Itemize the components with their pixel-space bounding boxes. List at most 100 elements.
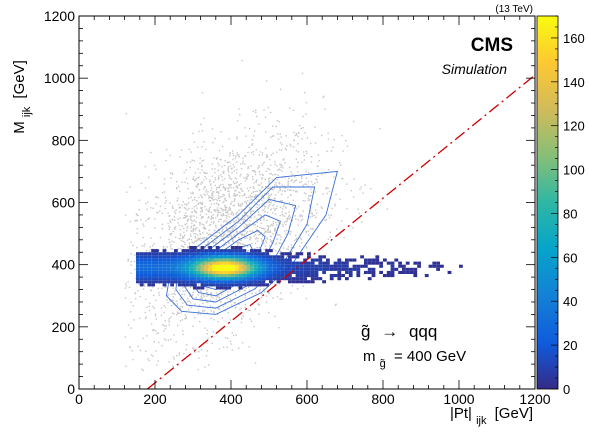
- heatmap-cell: [212, 283, 216, 287]
- scatter-point: [228, 231, 230, 233]
- heatmap-cell: [284, 252, 288, 256]
- scatter-point: [179, 298, 181, 301]
- scatter-point: [211, 175, 214, 177]
- scatter-point: [259, 151, 262, 153]
- heatmap-cell: [314, 258, 319, 262]
- scatter-point: [143, 225, 145, 227]
- scatter-point: [223, 172, 225, 175]
- heatmap-cell: [356, 267, 361, 271]
- scatter-point: [169, 202, 171, 204]
- scatter-point: [228, 242, 230, 244]
- heatmap-cell: [196, 286, 201, 290]
- scatter-point: [208, 209, 210, 212]
- scatter-point: [225, 220, 227, 222]
- heatmap-cell: [345, 277, 349, 281]
- heatmap-cell: [303, 274, 307, 278]
- scatter-point: [281, 213, 283, 215]
- scatter-point: [215, 298, 218, 300]
- scatter-point: [227, 169, 229, 171]
- scatter-point: [150, 207, 152, 209]
- heatmap-cell: [189, 255, 193, 259]
- heatmap-cell: [345, 261, 349, 265]
- scatter-point: [146, 335, 148, 337]
- heatmap-cell: [212, 255, 216, 259]
- scatter-point: [215, 226, 217, 229]
- heatmap-cell: [147, 261, 152, 265]
- scatter-point: [288, 215, 290, 218]
- scatter-point: [219, 211, 222, 214]
- heatmap-cell: [257, 252, 262, 256]
- scatter-point: [290, 246, 293, 249]
- scatter-point: [127, 324, 130, 326]
- heatmap-cell: [219, 277, 224, 281]
- scatter-point: [253, 235, 256, 237]
- scatter-point: [216, 207, 219, 209]
- heatmap-cell: [189, 274, 193, 278]
- heatmap-cell: [390, 270, 395, 274]
- heatmap-cell: [242, 267, 247, 271]
- heatmap-cell: [250, 280, 254, 284]
- scatter-point: [334, 304, 336, 306]
- scatter-point: [305, 246, 308, 248]
- scatter-point: [194, 351, 196, 353]
- scatter-point: [255, 195, 257, 197]
- scatter-point: [132, 305, 134, 307]
- scatter-point: [132, 244, 134, 247]
- scatter-point: [290, 292, 292, 294]
- scatter-point: [259, 214, 261, 216]
- scatter-point: [214, 172, 216, 174]
- scatter-point: [335, 193, 337, 196]
- scatter-point: [228, 183, 230, 186]
- scatter-point: [170, 234, 172, 236]
- scatter-point: [246, 250, 249, 252]
- scatter-point: [198, 310, 200, 313]
- scatter-point: [287, 184, 289, 186]
- scatter-point: [299, 245, 301, 247]
- scatter-point: [270, 201, 272, 204]
- heatmap-cell: [291, 270, 296, 274]
- heatmap-cell: [253, 252, 258, 256]
- heatmap-cell: [337, 277, 342, 281]
- scatter-point: [229, 227, 232, 230]
- heatmap-cell: [269, 280, 273, 284]
- scatter-point: [244, 304, 247, 306]
- scatter-point: [199, 237, 202, 240]
- scatter-point: [173, 358, 175, 360]
- scatter-point: [220, 224, 222, 226]
- scatter-point: [277, 169, 279, 171]
- heatmap-cell: [341, 274, 345, 278]
- scatter-point: [146, 306, 148, 308]
- scatter-point: [182, 236, 184, 238]
- scatter-point: [198, 304, 201, 307]
- scatter-point: [228, 191, 230, 193]
- scatter-point: [223, 164, 226, 167]
- scatter-point: [239, 222, 241, 225]
- scatter-point: [231, 227, 233, 229]
- scatter-point: [333, 139, 335, 141]
- heatmap-cell: [181, 267, 186, 271]
- scatter-point: [208, 243, 210, 246]
- scatter-point: [244, 289, 246, 292]
- scatter-point: [274, 173, 276, 176]
- heatmap-cell: [166, 258, 171, 262]
- heatmap-cell: [212, 252, 216, 256]
- scatter-point: [153, 341, 155, 343]
- heatmap-cell: [307, 261, 311, 265]
- scatter-point: [125, 285, 127, 287]
- scatter-point: [244, 237, 246, 240]
- scatter-point: [217, 307, 220, 309]
- scatter-point: [264, 193, 266, 195]
- scatter-point: [304, 183, 306, 185]
- heatmap-cell: [181, 280, 186, 284]
- scatter-point: [242, 162, 244, 165]
- scatter-point: [183, 231, 185, 233]
- heatmap-cell: [227, 255, 231, 259]
- scatter-point: [201, 210, 203, 213]
- scatter-point: [174, 227, 176, 229]
- heatmap-cell: [208, 249, 212, 253]
- scatter-point: [300, 180, 303, 183]
- scatter-point: [295, 158, 297, 160]
- heatmap-cell: [329, 274, 334, 278]
- heatmap-cell: [196, 261, 201, 265]
